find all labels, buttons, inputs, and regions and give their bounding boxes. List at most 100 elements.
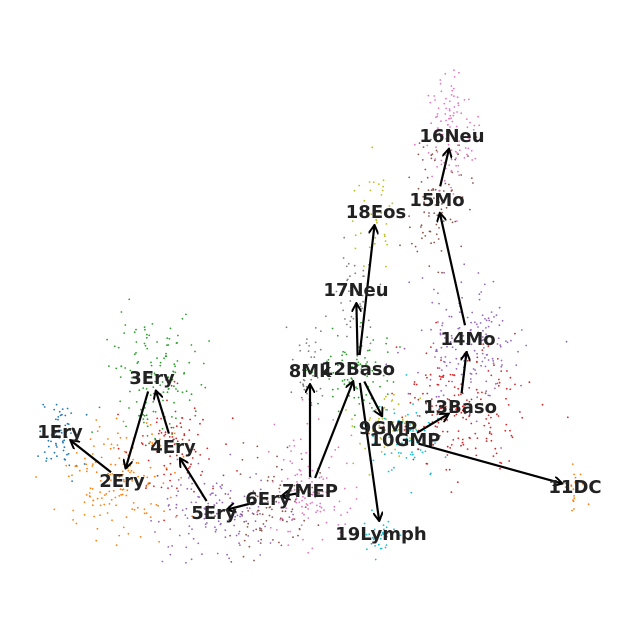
cell-point xyxy=(214,515,216,517)
cell-point xyxy=(239,473,242,475)
cell-point xyxy=(431,301,434,304)
cell-point xyxy=(320,330,322,333)
cell-point xyxy=(150,519,153,522)
cell-point xyxy=(267,450,270,453)
cell-point xyxy=(246,507,249,509)
cell-point xyxy=(409,453,412,456)
cell-point xyxy=(309,493,312,496)
cell-point xyxy=(312,374,314,377)
cell-point xyxy=(451,346,454,349)
cell-point xyxy=(156,341,159,343)
cell-point xyxy=(418,415,421,417)
cell-point xyxy=(166,344,168,346)
cell-point xyxy=(446,139,449,142)
cell-point xyxy=(139,536,142,538)
cell-point xyxy=(490,320,493,323)
cell-point xyxy=(436,367,439,369)
cell-point xyxy=(85,494,88,496)
cluster-label-11DC: 11DC xyxy=(548,477,601,498)
cell-point xyxy=(115,504,117,507)
cell-point xyxy=(152,410,155,413)
cell-point xyxy=(489,426,492,429)
cell-point xyxy=(466,399,468,401)
cell-point xyxy=(436,350,438,352)
cell-point xyxy=(449,373,452,376)
cell-point xyxy=(572,488,575,491)
cell-point xyxy=(208,458,210,460)
cell-point xyxy=(144,444,147,447)
cell-point xyxy=(103,443,105,446)
cell-point xyxy=(434,204,437,206)
cell-point xyxy=(383,453,386,456)
cell-point xyxy=(306,422,309,425)
cell-point xyxy=(380,534,383,537)
cell-point xyxy=(111,473,114,475)
cell-point xyxy=(252,490,255,492)
cell-point xyxy=(492,362,495,365)
cell-point xyxy=(420,226,422,228)
cell-point xyxy=(445,119,447,122)
cell-point xyxy=(403,429,406,431)
cell-point xyxy=(299,349,302,352)
cell-point xyxy=(386,380,389,382)
cell-point xyxy=(325,477,328,479)
cell-point xyxy=(481,360,484,363)
cell-point xyxy=(299,381,302,384)
cell-point xyxy=(64,458,67,461)
cell-point xyxy=(155,421,158,424)
cell-point xyxy=(55,442,57,445)
cell-point xyxy=(430,138,432,141)
cell-point xyxy=(424,235,427,237)
cell-point xyxy=(43,406,46,408)
cell-point xyxy=(83,501,86,504)
cell-point xyxy=(453,406,455,409)
cell-point xyxy=(385,342,387,345)
cell-point xyxy=(422,392,424,395)
cell-point xyxy=(249,476,252,479)
cell-point xyxy=(167,384,170,387)
cell-point xyxy=(521,416,524,419)
cell-point xyxy=(201,553,203,556)
cell-point xyxy=(383,528,385,531)
cell-point xyxy=(455,164,457,167)
cell-point xyxy=(443,102,446,105)
cluster-label-1Ery: 1Ery xyxy=(37,422,83,443)
cell-point xyxy=(339,531,341,534)
cell-point xyxy=(338,500,341,503)
cell-point xyxy=(53,451,56,454)
cell-point xyxy=(436,151,439,153)
cell-point xyxy=(509,376,512,379)
cell-point xyxy=(346,323,348,326)
cell-point xyxy=(298,528,301,531)
cell-point xyxy=(452,400,455,403)
cell-point xyxy=(177,490,180,493)
cell-point xyxy=(571,509,573,512)
cell-point xyxy=(349,507,352,510)
cell-point xyxy=(141,443,144,445)
cell-point xyxy=(347,262,350,265)
cell-point xyxy=(106,474,109,477)
cell-point xyxy=(448,134,450,136)
cell-point xyxy=(471,311,474,314)
cell-point xyxy=(396,443,398,446)
cell-point xyxy=(372,381,374,383)
cell-point xyxy=(317,418,320,420)
cell-point xyxy=(252,513,255,515)
cell-point xyxy=(171,545,174,547)
cell-point xyxy=(327,358,330,361)
cell-point xyxy=(432,189,435,191)
cell-point xyxy=(498,381,501,384)
cell-point xyxy=(460,281,463,284)
cell-point xyxy=(299,469,302,472)
cell-point xyxy=(448,315,451,318)
cell-point xyxy=(457,327,460,330)
cell-point xyxy=(469,121,471,124)
cell-point xyxy=(417,448,420,451)
cell-point xyxy=(256,511,258,513)
cell-point xyxy=(423,201,425,204)
cell-point xyxy=(181,509,184,511)
cell-point xyxy=(366,211,369,213)
cell-point xyxy=(454,220,457,223)
cell-point xyxy=(176,514,178,517)
cell-point xyxy=(83,457,86,460)
